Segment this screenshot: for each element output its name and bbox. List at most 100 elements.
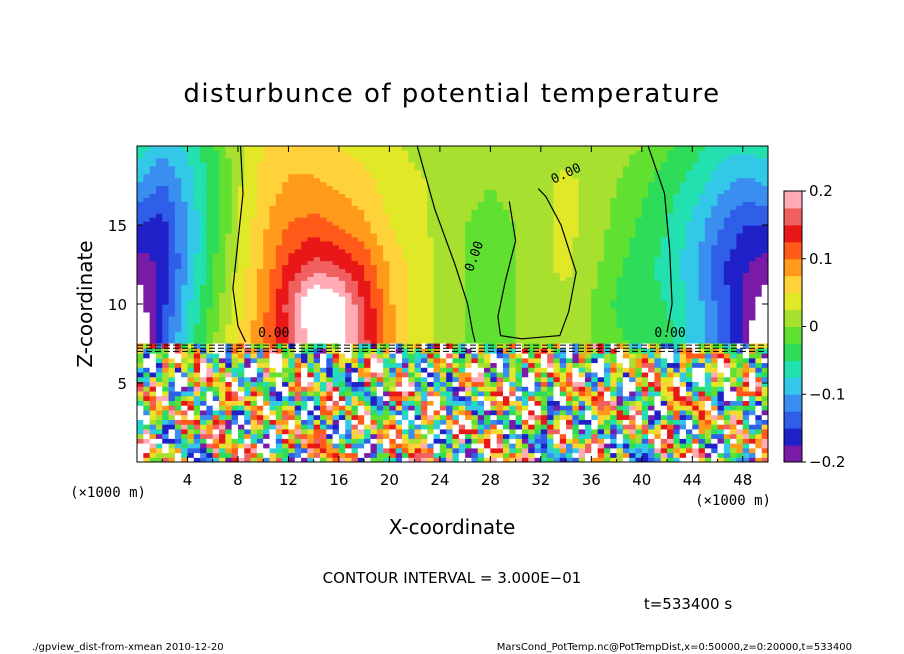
heatmap-cell [502,177,510,183]
heatmap-cell [149,201,157,206]
heatmap-cell [370,193,378,198]
heatmap-cell [578,193,586,198]
heatmap-cell [547,280,555,285]
heatmap-cell [660,272,668,277]
heatmap-cell [408,181,416,187]
heatmap-cell [288,315,296,321]
heatmap-cell [149,181,157,187]
heatmap-cell [162,240,170,246]
heatmap-cell [389,315,397,321]
heatmap-cell [622,272,630,277]
heatmap-cell [591,304,599,309]
heatmap-cell [326,240,334,246]
heatmap-cell [219,307,226,313]
heatmap-cell [723,181,731,187]
heatmap-cell [231,157,239,163]
heatmap-cell [610,177,618,183]
heatmap-cell [351,339,359,345]
heatmap-cell [338,149,346,155]
heatmap-cell [502,260,510,266]
heatmap-cell [730,149,738,155]
heatmap-cell [282,193,290,198]
heatmap-cell [458,272,466,277]
heatmap-cell [528,221,536,226]
heatmap-cell [376,331,384,337]
heatmap-cell [225,288,233,293]
heatmap-cell [294,335,302,341]
heatmap-cell [408,228,416,234]
heatmap-cell [345,327,353,333]
heatmap-cell [383,319,390,325]
heatmap-cell [667,165,674,171]
heatmap-cell [755,177,763,183]
heatmap-cell [635,288,643,293]
heatmap-cell [237,225,245,230]
heatmap-cell [402,268,409,273]
heatmap-cell [439,185,447,191]
heatmap-cell [723,284,731,289]
heatmap-cell [250,311,258,317]
heatmap-cell [452,292,460,297]
heatmap-cell [547,157,555,163]
heatmap-cell [465,280,473,285]
heatmap-cell [351,181,359,187]
heatmap-cell [635,169,643,175]
heatmap-cell [193,232,201,238]
heatmap-cell [420,193,428,198]
heatmap-cell [357,284,365,289]
heatmap-cell [301,268,308,273]
heatmap-cell [137,193,144,198]
heatmap-cell [660,244,668,250]
heatmap-cell [540,161,548,167]
heatmap-cell [458,221,466,226]
heatmap-cell [553,205,561,210]
heatmap-cell [528,307,536,313]
heatmap-cell [294,149,302,155]
heatmap-cell [219,276,226,281]
heatmap-cell [648,165,656,171]
heatmap-cell [528,304,536,309]
heatmap-cell [742,272,750,277]
heatmap-cell [250,173,258,179]
heatmap-cell [288,189,296,194]
heatmap-cell [357,232,365,238]
heatmap-cell [749,232,756,238]
heatmap-cell [635,244,643,250]
heatmap-cell [477,221,485,226]
heatmap-cell [181,244,189,250]
heatmap-cell [755,189,763,194]
heatmap-cell [301,232,308,238]
heatmap-cell [174,228,182,234]
heatmap-cell [692,323,700,329]
heatmap-cell [181,339,189,345]
heatmap-cell [168,323,176,329]
heatmap-cell [490,209,498,214]
heatmap-cell [458,157,466,163]
heatmap-cell [521,319,529,325]
heatmap-cell [673,173,681,179]
heatmap-cell [402,300,409,305]
heatmap-cell [711,260,719,266]
heatmap-cell [345,307,353,313]
heatmap-cell [496,225,504,230]
heatmap-cell [502,225,510,230]
heatmap-cell [439,276,447,281]
heatmap-cell [490,169,498,175]
heatmap-cell [275,331,283,337]
heatmap-cell [761,252,768,258]
heatmap-cell [351,272,359,277]
heatmap-cell [250,201,258,206]
heatmap-cell [269,323,277,329]
heatmap-cell [635,185,643,191]
heatmap-cell [603,339,611,345]
heatmap-cell [597,161,605,167]
heatmap-cell [717,240,725,246]
heatmap-cell [641,331,649,337]
heatmap-cell [446,193,454,198]
heatmap-cell [395,276,403,281]
heatmap-cell [528,284,536,289]
heatmap-cell [338,284,346,289]
heatmap-cell [679,272,687,277]
heatmap-cell [559,161,567,167]
heatmap-cell [471,221,479,226]
